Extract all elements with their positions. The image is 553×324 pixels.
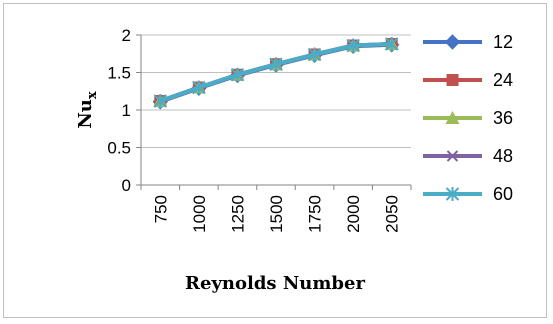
gridlines [141,34,411,148]
y-axis-title-sub: x [85,91,100,99]
x-tick-label: 2000 [344,195,363,233]
x-tick-label: 1000 [190,195,209,233]
x-axis: 750 1000 1250 1500 1750 2000 2050 [140,184,412,233]
legend-label: 36 [493,108,513,128]
y-tick-label: 2 [122,26,131,45]
y-tick-label: 1.5 [107,64,131,83]
legend-marker [446,74,459,86]
legend-item-36: 36 [423,108,513,128]
y-axis-title: Nux [75,91,100,129]
x-tick-label: 750 [151,195,170,223]
series-60 [153,37,399,108]
legend-item-12: 12 [423,32,513,52]
data-point [346,38,360,53]
legend-marker [446,150,459,162]
data-point [307,47,322,62]
y-tick-label: 0.5 [107,139,131,158]
series-12 [152,37,400,110]
data-point [230,67,245,82]
legend-item-24: 24 [423,70,513,90]
y-axis-title-main: Nu [75,99,96,129]
data-point [192,80,206,95]
legend-label: 12 [493,32,513,52]
legend-marker [445,111,460,124]
legend: 12 24 36 48 60 [423,32,513,204]
legend-item-48: 48 [423,146,513,166]
x-tick-label: 1750 [306,195,325,233]
data-point [385,37,399,51]
y-tick-label: 1 [122,101,131,120]
legend-label: 60 [493,184,513,204]
y-tick-label: 0 [122,176,131,195]
series-group [152,37,400,110]
x-axis-title: Reynolds Number [185,273,365,294]
x-tick-label: 2050 [383,195,402,233]
legend-label: 48 [493,146,513,166]
y-axis: 0 0.5 1 1.5 2 [107,26,142,195]
x-tick-label: 1250 [228,195,247,233]
data-point [269,57,283,72]
legend-label: 24 [493,70,513,90]
data-point [153,94,167,108]
legend-marker [444,34,461,50]
legend-marker [445,187,460,201]
x-tick-label: 1500 [267,195,286,233]
marker-stroke [446,150,459,162]
legend-item-60: 60 [423,184,513,204]
